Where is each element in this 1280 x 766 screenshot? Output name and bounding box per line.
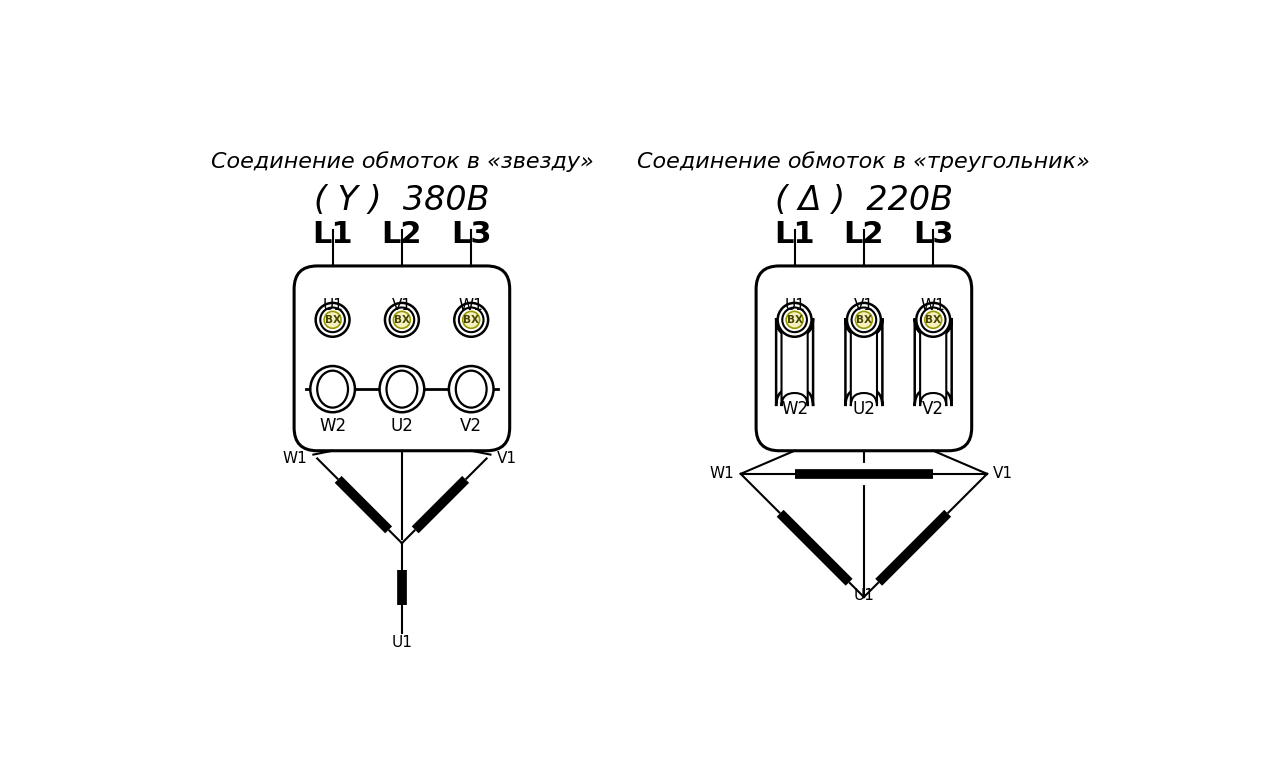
Text: U2: U2: [852, 401, 876, 418]
Text: BX: BX: [325, 315, 340, 325]
Ellipse shape: [449, 366, 494, 412]
Text: Соединение обмоток в «звезду»: Соединение обмоток в «звезду»: [210, 151, 593, 172]
Text: V2: V2: [461, 417, 483, 435]
FancyBboxPatch shape: [756, 266, 972, 450]
Circle shape: [454, 303, 488, 337]
Circle shape: [782, 307, 806, 332]
Text: BX: BX: [394, 315, 410, 325]
Ellipse shape: [456, 371, 486, 408]
Text: U1: U1: [785, 298, 805, 313]
Text: L2: L2: [381, 220, 422, 249]
Circle shape: [463, 311, 480, 329]
Circle shape: [851, 307, 877, 332]
Circle shape: [786, 311, 803, 329]
FancyBboxPatch shape: [294, 266, 509, 450]
Text: W1: W1: [710, 466, 735, 481]
Text: V1: V1: [854, 298, 874, 313]
Ellipse shape: [317, 371, 348, 408]
Circle shape: [460, 307, 484, 332]
FancyBboxPatch shape: [851, 319, 877, 406]
Text: W1: W1: [283, 450, 307, 466]
Text: U2: U2: [390, 417, 413, 435]
Text: L1: L1: [312, 220, 353, 249]
Text: ( Δ )  220В: ( Δ ) 220В: [774, 184, 952, 217]
Circle shape: [847, 303, 881, 337]
Circle shape: [389, 307, 415, 332]
Text: L3: L3: [913, 220, 954, 249]
Text: U1: U1: [392, 635, 412, 650]
Ellipse shape: [380, 366, 424, 412]
Text: ( Y )  380В: ( Y ) 380В: [314, 184, 490, 217]
Text: W1: W1: [920, 298, 946, 313]
Circle shape: [385, 303, 419, 337]
Text: Соединение обмоток в «треугольник»: Соединение обмоток в «треугольник»: [637, 151, 1091, 172]
Text: BX: BX: [925, 315, 941, 325]
Text: W2: W2: [319, 417, 346, 435]
FancyBboxPatch shape: [915, 319, 952, 406]
Text: V2: V2: [922, 401, 945, 418]
Text: V1: V1: [392, 298, 412, 313]
Text: BX: BX: [856, 315, 872, 325]
Text: L3: L3: [451, 220, 492, 249]
FancyBboxPatch shape: [845, 319, 882, 406]
Ellipse shape: [387, 371, 417, 408]
Text: V1: V1: [993, 466, 1014, 481]
Text: U1: U1: [323, 298, 343, 313]
Circle shape: [324, 311, 340, 329]
Circle shape: [855, 311, 873, 329]
FancyBboxPatch shape: [920, 319, 946, 406]
Circle shape: [778, 303, 812, 337]
Text: U1: U1: [854, 588, 874, 603]
Ellipse shape: [310, 366, 355, 412]
Circle shape: [320, 307, 344, 332]
FancyBboxPatch shape: [776, 319, 813, 406]
Text: W1: W1: [458, 298, 484, 313]
Circle shape: [920, 307, 946, 332]
Circle shape: [924, 311, 942, 329]
Text: L1: L1: [774, 220, 815, 249]
Text: BX: BX: [463, 315, 479, 325]
Circle shape: [916, 303, 950, 337]
FancyBboxPatch shape: [782, 319, 808, 406]
Text: BX: BX: [787, 315, 803, 325]
Text: W2: W2: [781, 401, 808, 418]
Circle shape: [393, 311, 411, 329]
Circle shape: [316, 303, 349, 337]
Text: V1: V1: [497, 450, 517, 466]
Text: L2: L2: [844, 220, 884, 249]
